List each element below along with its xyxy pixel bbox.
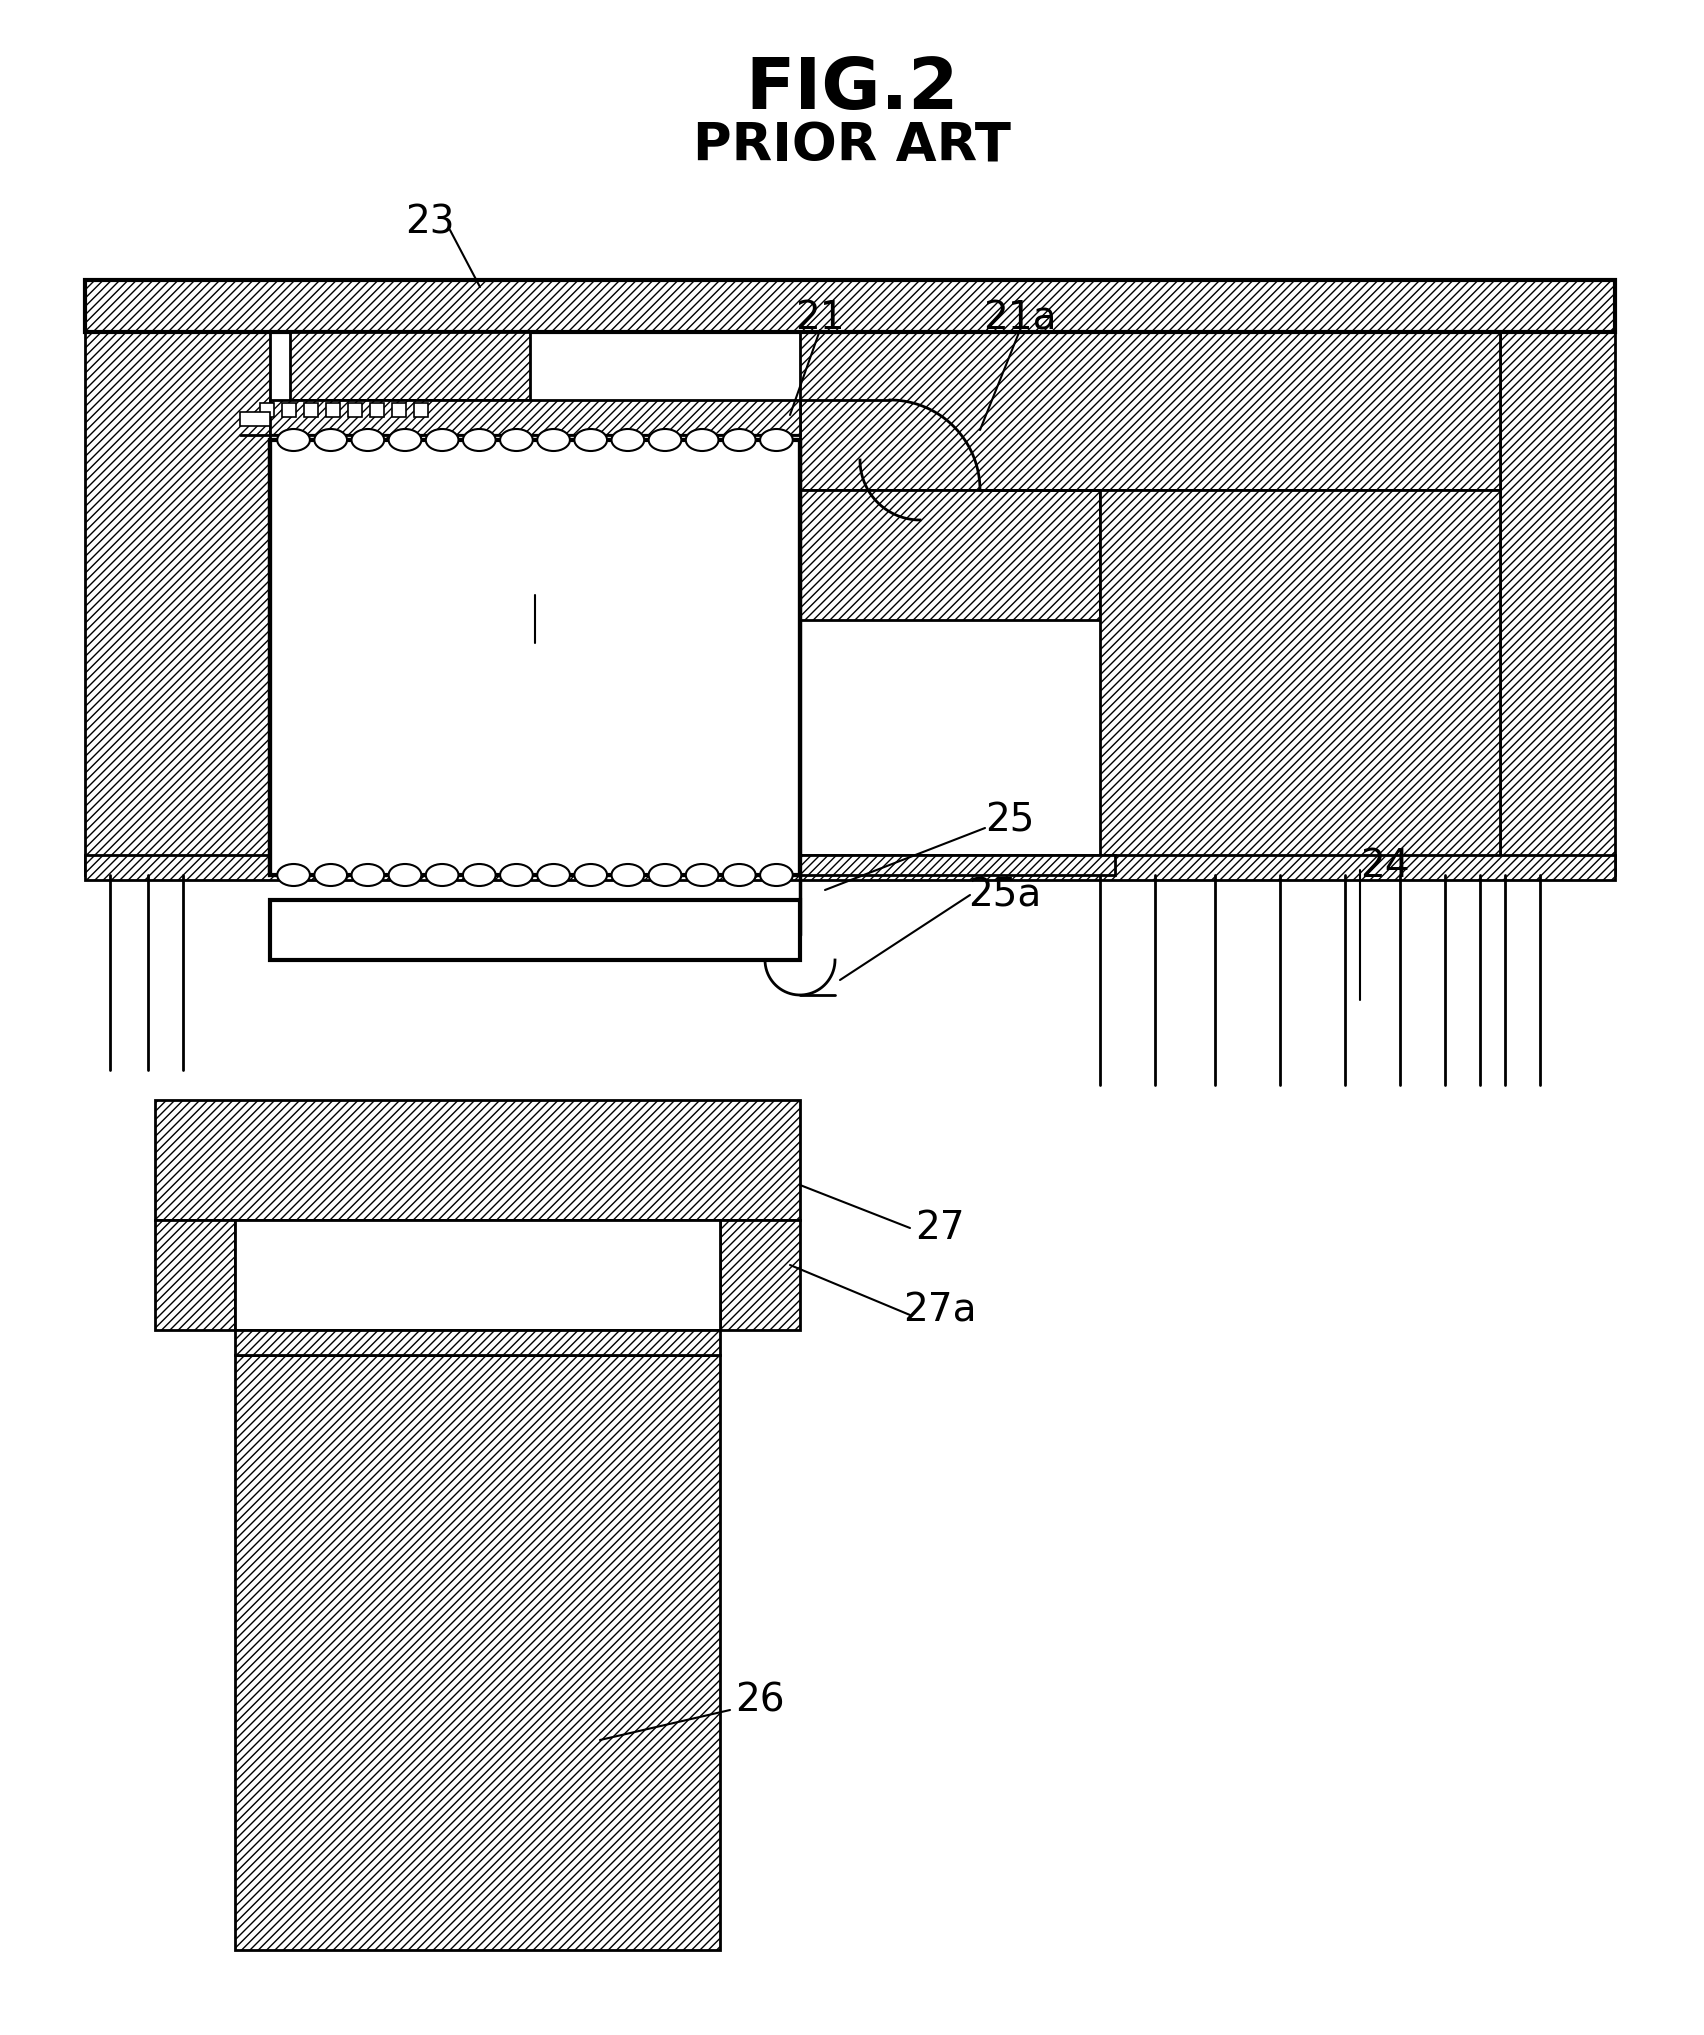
- Bar: [414, 403, 428, 417]
- Ellipse shape: [574, 865, 607, 885]
- Bar: [155, 1101, 799, 1221]
- Bar: [1500, 281, 1615, 875]
- Bar: [273, 452, 797, 863]
- Ellipse shape: [760, 429, 792, 452]
- Ellipse shape: [278, 865, 310, 885]
- Ellipse shape: [463, 429, 496, 452]
- Bar: [721, 1221, 799, 1331]
- Ellipse shape: [612, 865, 644, 885]
- Text: 21a: 21a: [983, 299, 1056, 338]
- Bar: [1101, 490, 1500, 875]
- Ellipse shape: [314, 865, 348, 885]
- Bar: [799, 490, 1101, 621]
- Text: 27a: 27a: [903, 1290, 976, 1329]
- Ellipse shape: [537, 429, 569, 452]
- Ellipse shape: [389, 865, 421, 885]
- Bar: [269, 401, 799, 435]
- Ellipse shape: [537, 865, 569, 885]
- Ellipse shape: [685, 429, 719, 452]
- Bar: [269, 440, 799, 875]
- Bar: [235, 1221, 721, 1331]
- Ellipse shape: [499, 429, 533, 452]
- Ellipse shape: [685, 865, 719, 885]
- Bar: [235, 1355, 721, 1950]
- Ellipse shape: [389, 429, 421, 452]
- Bar: [240, 411, 269, 425]
- Text: 21: 21: [796, 299, 845, 338]
- Ellipse shape: [426, 429, 458, 452]
- Text: PRIOR ART: PRIOR ART: [694, 120, 1010, 173]
- Text: 26: 26: [734, 1681, 786, 1720]
- Ellipse shape: [574, 429, 607, 452]
- Ellipse shape: [351, 865, 383, 885]
- Ellipse shape: [499, 865, 533, 885]
- Bar: [325, 403, 341, 417]
- Ellipse shape: [649, 865, 682, 885]
- Bar: [354, 401, 429, 440]
- Bar: [392, 403, 406, 417]
- Ellipse shape: [649, 429, 682, 452]
- Text: 23: 23: [406, 204, 455, 240]
- Text: 24: 24: [1360, 847, 1409, 885]
- Bar: [348, 403, 361, 417]
- Bar: [269, 855, 1114, 875]
- Bar: [370, 403, 383, 417]
- Ellipse shape: [612, 429, 644, 452]
- Bar: [281, 403, 296, 417]
- Bar: [85, 281, 1615, 332]
- Bar: [269, 899, 799, 961]
- Text: 25a: 25a: [968, 875, 1041, 914]
- Bar: [85, 855, 1615, 879]
- Text: 27: 27: [915, 1209, 964, 1247]
- Bar: [235, 1331, 721, 1355]
- Bar: [799, 332, 1500, 490]
- Bar: [290, 332, 530, 401]
- Ellipse shape: [278, 429, 310, 452]
- Ellipse shape: [314, 429, 348, 452]
- Ellipse shape: [760, 865, 792, 885]
- Ellipse shape: [722, 865, 755, 885]
- Ellipse shape: [722, 429, 755, 452]
- Bar: [85, 281, 269, 875]
- Text: FIG.2: FIG.2: [745, 55, 959, 124]
- Ellipse shape: [426, 865, 458, 885]
- Text: 22: 22: [509, 637, 559, 674]
- Text: 25: 25: [985, 802, 1034, 838]
- Bar: [269, 440, 799, 875]
- Bar: [303, 403, 319, 417]
- Ellipse shape: [463, 865, 496, 885]
- Bar: [155, 1221, 235, 1331]
- Ellipse shape: [351, 429, 383, 452]
- Bar: [261, 403, 274, 417]
